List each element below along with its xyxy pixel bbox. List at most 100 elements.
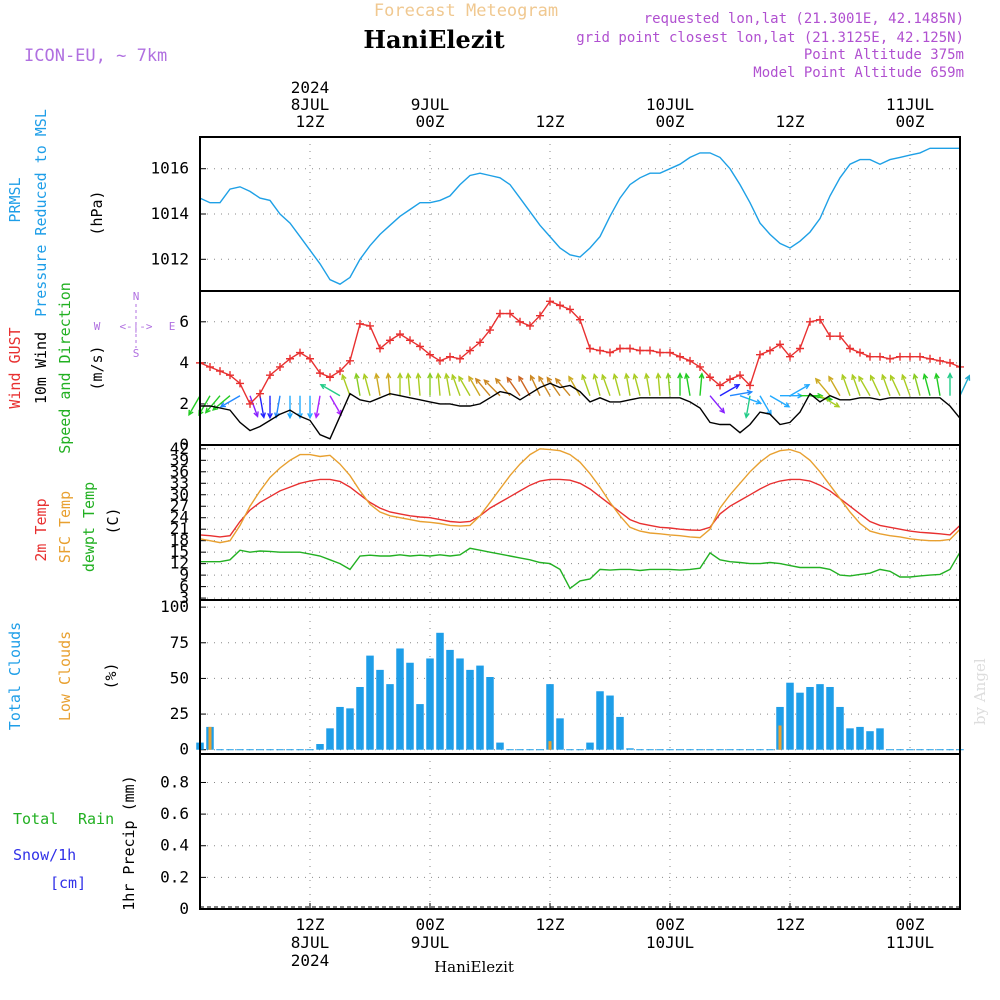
gust-marker (456, 354, 464, 363)
wind-arrow-head (881, 373, 887, 381)
gust-marker (466, 346, 474, 355)
gust-marker (506, 309, 514, 318)
gust-marker (616, 344, 624, 353)
precip-unit-label: 1hr Precip (mm) (120, 775, 138, 910)
wind-arrow-head (546, 376, 553, 383)
top-time-label: 9JUL (411, 95, 450, 114)
gust-marker (476, 338, 484, 347)
wind-arrow-head (568, 375, 574, 382)
gust-marker (826, 332, 834, 341)
gust-marker (266, 371, 274, 380)
gust-marker (216, 367, 224, 376)
y-tick-label: 50 (170, 668, 189, 687)
gust-marker (816, 315, 824, 324)
bottom-time-label: 00Z (896, 915, 925, 934)
gust-marker (346, 356, 354, 365)
y-tick-label: 12 (170, 554, 189, 573)
total-cloud-bar (856, 726, 864, 750)
gust-marker (366, 321, 374, 330)
total-cloud-bar (626, 748, 634, 750)
gust-marker (916, 352, 924, 361)
snow-unit-label: [cm] (50, 874, 86, 892)
gust-marker (946, 358, 954, 367)
bottom-time-label: 9JUL (411, 933, 450, 952)
total-cloud-bar (606, 695, 614, 750)
wind-arrow (220, 395, 241, 408)
wind-arrow (475, 378, 491, 397)
sfc-temp-label: SFC Temp (56, 491, 74, 563)
snow-label: Snow/1h (13, 846, 76, 864)
y-tick-label: 30 (170, 485, 189, 504)
wind-arrow-head (889, 374, 896, 381)
wind-arrow-head (483, 379, 490, 386)
y-tick-label: 6 (179, 312, 189, 331)
gust-marker (666, 348, 674, 357)
wind-arrow (518, 376, 531, 397)
wind-arrow-head (624, 372, 630, 380)
wind-unit-label: (m/s) (88, 345, 106, 390)
total-cloud-bar (426, 658, 434, 750)
y-tick-label: 1014 (150, 204, 189, 223)
wind-arrow (275, 395, 281, 418)
wind-arrow-head (458, 375, 464, 382)
top-time-label: 12Z (536, 112, 565, 131)
wind-arrow-head (698, 372, 705, 379)
y-tick-label: 0.6 (160, 804, 189, 823)
wind-arrow (407, 373, 411, 396)
total-cloud-bar (406, 662, 414, 750)
gust-marker (586, 344, 594, 353)
precip-frame (199, 753, 961, 910)
y-tick-label: 0 (179, 435, 189, 454)
gust-marker (926, 354, 934, 363)
wind-arrow (729, 391, 752, 397)
prmsl-label: PRMSL (6, 177, 24, 222)
wind-arrow-head (188, 409, 194, 417)
wind-arrow (593, 374, 601, 396)
wind-arrow-head (494, 377, 501, 384)
wind-arrow (468, 376, 481, 397)
wind-arrow-head (851, 373, 857, 381)
wind-frame (199, 290, 961, 446)
footer-location: HaniElezit (434, 958, 514, 976)
wind-arrow-head (538, 375, 544, 382)
gust-marker (556, 301, 564, 310)
wind-arrow (329, 395, 342, 416)
total-cloud-bar (836, 706, 844, 750)
wind-arrow-head (684, 372, 690, 380)
wind-arrow-head (719, 407, 726, 414)
gust-marker (656, 348, 664, 357)
wind-arrow-head (267, 412, 273, 420)
wind10-label: 10m Wind (32, 332, 50, 404)
wind-arrow (341, 374, 351, 396)
y-tick-label: 15 (170, 542, 189, 561)
top-time-label: 12Z (776, 112, 805, 131)
gust-marker (696, 362, 704, 371)
gust-marker (306, 354, 314, 363)
total-cloud-bar (346, 708, 354, 750)
wind-arrow (870, 375, 881, 397)
wind-arrow-head (219, 402, 226, 408)
gust-marker (336, 367, 344, 376)
y-tick-label: 3 (179, 588, 189, 607)
clouds-frame (199, 599, 961, 755)
wind-arrow-head (474, 377, 481, 384)
gust-marker (856, 348, 864, 357)
gust-marker (286, 354, 294, 363)
wind-arrow-head (319, 383, 326, 390)
gust-marker (566, 305, 574, 314)
wind-arrow-head (869, 374, 876, 381)
y-tick-label: 6 (179, 577, 189, 596)
gust-marker (536, 311, 544, 320)
wind-arrow-head (746, 389, 754, 396)
y-tick-label: 0.8 (160, 772, 189, 791)
wind-arrow-head (518, 375, 524, 382)
wind-arrow (188, 395, 201, 416)
total-cloud-bar (356, 686, 364, 750)
bottom-time-label: 12Z (296, 915, 325, 934)
wind-arrow-head (341, 373, 347, 381)
wind-arrow (890, 375, 901, 397)
product-title: Forecast Meteogram (374, 1, 558, 21)
wind-arrow-head (260, 412, 266, 419)
wind-arrow (320, 384, 341, 397)
